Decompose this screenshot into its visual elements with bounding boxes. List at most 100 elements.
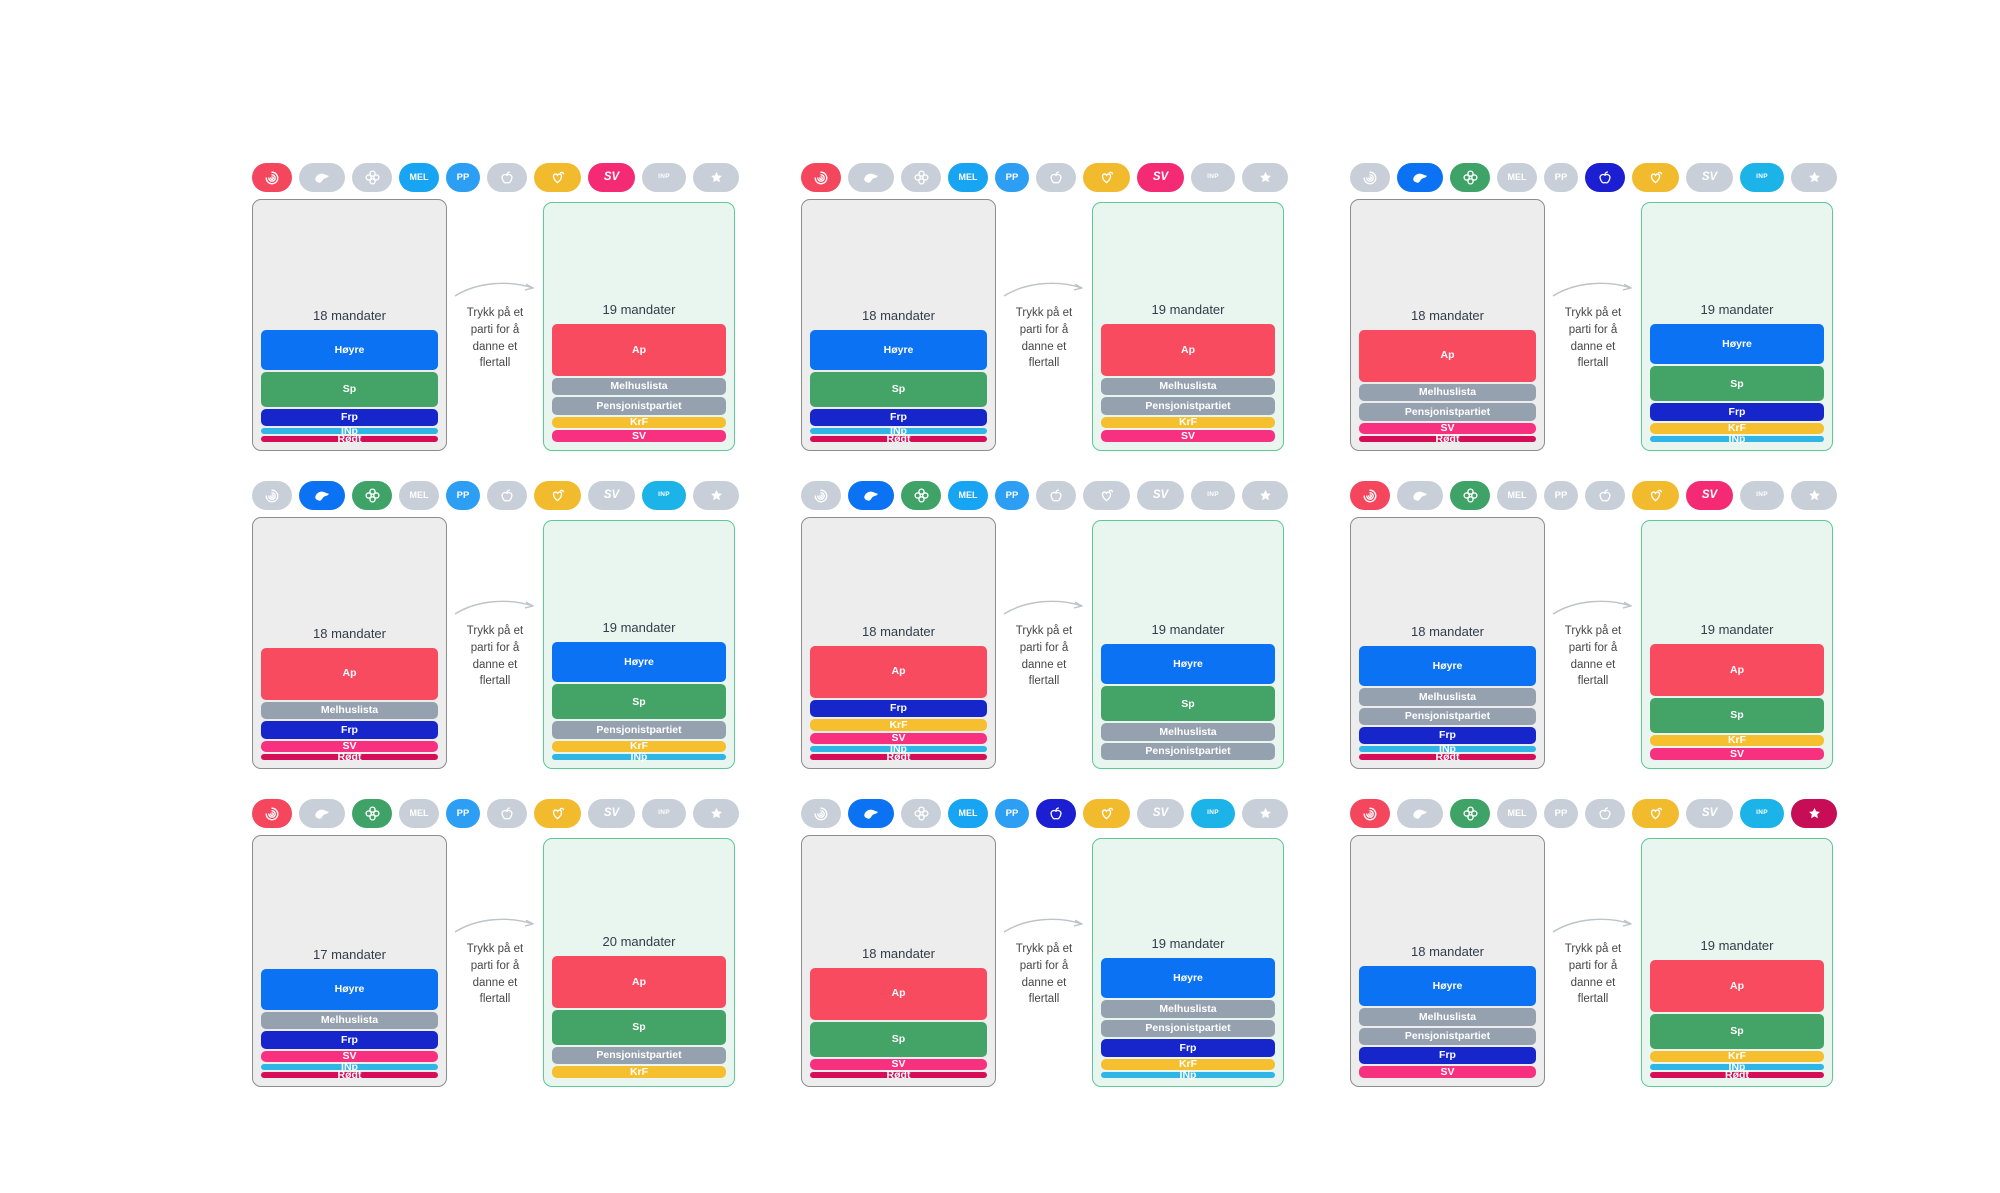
seat-bar-pp[interactable]: Pensjonistpartiet xyxy=(1101,1019,1275,1038)
seat-bar-mel[interactable]: Melhuslista xyxy=(261,1012,438,1030)
party-icon-mel[interactable]: MEL xyxy=(1497,481,1537,510)
party-icon-ap[interactable] xyxy=(252,481,292,510)
seat-bar-sv[interactable]: SV xyxy=(1650,748,1824,760)
seat-bar-hoyre[interactable]: Høyre xyxy=(1359,645,1536,687)
seat-bar-mel[interactable]: Melhuslista xyxy=(1359,1008,1536,1026)
seat-bar-sp[interactable]: Sp xyxy=(552,684,726,720)
party-icon-frp[interactable] xyxy=(1585,163,1625,192)
party-icon-sv[interactable]: SV xyxy=(1137,163,1184,192)
party-icon-rodt[interactable] xyxy=(1242,481,1288,510)
party-icon-frp[interactable] xyxy=(487,481,527,510)
seat-bar-frp[interactable]: Frp xyxy=(261,721,438,739)
party-icon-pp[interactable]: PP xyxy=(446,163,480,192)
party-icon-sp[interactable] xyxy=(901,481,941,510)
party-icon-mel[interactable]: MEL xyxy=(948,163,988,192)
party-icon-pp[interactable]: PP xyxy=(995,799,1029,828)
party-icon-mel[interactable]: MEL xyxy=(948,799,988,828)
seat-bar-rodt[interactable]: Rødt xyxy=(810,434,987,444)
seat-bar-hoyre[interactable]: Høyre xyxy=(810,329,987,371)
party-icon-frp[interactable] xyxy=(1585,799,1625,828)
seat-bar-rodt[interactable]: Rødt xyxy=(261,434,438,444)
party-icon-ap[interactable] xyxy=(1350,799,1390,828)
seat-bar-inp[interactable]: INp xyxy=(810,426,987,436)
party-icon-hoyre[interactable] xyxy=(1397,799,1443,828)
seat-bar-sv[interactable]: SV xyxy=(1101,430,1275,442)
party-icon-inp[interactable]: INP xyxy=(1740,481,1784,510)
seat-bar-krf[interactable]: KrF xyxy=(1101,416,1275,429)
party-icon-ap[interactable] xyxy=(252,799,292,828)
seat-bar-krf[interactable]: KrF xyxy=(1650,422,1824,435)
party-icon-krf[interactable] xyxy=(534,163,581,192)
seat-bar-krf[interactable]: KrF xyxy=(552,416,726,429)
party-icon-hoyre[interactable] xyxy=(299,163,345,192)
seat-bar-inp[interactable]: INp xyxy=(261,1062,438,1072)
party-icon-ap[interactable] xyxy=(801,163,841,192)
seat-bar-pp[interactable]: Pensjonistpartiet xyxy=(552,1047,726,1065)
seat-bar-sv[interactable]: SV xyxy=(552,430,726,442)
party-icon-pp[interactable]: PP xyxy=(1544,799,1578,828)
party-icon-frp[interactable] xyxy=(1585,481,1625,510)
seat-bar-ap[interactable]: Ap xyxy=(810,645,987,698)
seat-bar-rodt[interactable]: Rødt xyxy=(261,752,438,762)
seat-bar-frp[interactable]: Frp xyxy=(810,699,987,718)
seat-bar-inp[interactable]: INp xyxy=(1359,744,1536,754)
party-icon-hoyre[interactable] xyxy=(299,481,345,510)
seat-bar-sp[interactable]: Sp xyxy=(261,372,438,408)
seat-bar-frp[interactable]: Frp xyxy=(261,409,438,427)
seat-bar-ap[interactable]: Ap xyxy=(552,323,726,377)
seat-bar-mel[interactable]: Melhuslista xyxy=(1101,378,1275,396)
seat-bar-frp[interactable]: Frp xyxy=(810,409,987,427)
party-icon-sp[interactable] xyxy=(1450,799,1490,828)
seat-bar-mel[interactable]: Melhuslista xyxy=(1359,688,1536,706)
party-icon-inp[interactable]: INP xyxy=(642,481,686,510)
party-icon-sp[interactable] xyxy=(1450,481,1490,510)
party-icon-ap[interactable] xyxy=(1350,481,1390,510)
seat-bar-mel[interactable]: Melhuslista xyxy=(1101,723,1275,741)
party-icon-mel[interactable]: MEL xyxy=(948,481,988,510)
party-icon-rodt[interactable] xyxy=(693,481,739,510)
seat-bar-inp[interactable]: INp xyxy=(1650,434,1824,444)
party-icon-sv[interactable]: SV xyxy=(1137,799,1184,828)
party-icon-rodt[interactable] xyxy=(693,799,739,828)
party-icon-sv[interactable]: SV xyxy=(588,163,635,192)
party-icon-ap[interactable] xyxy=(801,799,841,828)
seat-bar-sv[interactable]: SV xyxy=(1359,1066,1536,1078)
party-icon-rodt[interactable] xyxy=(1791,481,1837,510)
seat-bar-frp[interactable]: Frp xyxy=(1359,727,1536,745)
seat-bar-sv[interactable]: SV xyxy=(261,740,438,753)
party-icon-pp[interactable]: PP xyxy=(1544,481,1578,510)
party-icon-hoyre[interactable] xyxy=(299,799,345,828)
seat-bar-rodt[interactable]: Rødt xyxy=(1650,1070,1824,1080)
seat-bar-sv[interactable]: SV xyxy=(810,1058,987,1071)
party-icon-sp[interactable] xyxy=(1450,163,1490,192)
party-icon-inp[interactable]: INP xyxy=(642,163,686,192)
seat-bar-frp[interactable]: Frp xyxy=(1650,403,1824,421)
party-icon-pp[interactable]: PP xyxy=(995,163,1029,192)
party-icon-sp[interactable] xyxy=(901,163,941,192)
party-icon-pp[interactable]: PP xyxy=(995,481,1029,510)
party-icon-hoyre[interactable] xyxy=(1397,481,1443,510)
seat-bar-hoyre[interactable]: Høyre xyxy=(1101,957,1275,999)
seat-bar-ap[interactable]: Ap xyxy=(1650,959,1824,1013)
seat-bar-sp[interactable]: Sp xyxy=(1101,686,1275,722)
seat-bar-hoyre[interactable]: Høyre xyxy=(1359,965,1536,1007)
seat-bar-pp[interactable]: Pensjonistpartiet xyxy=(552,721,726,739)
seat-bar-inp[interactable]: INp xyxy=(810,744,987,754)
party-icon-krf[interactable] xyxy=(1083,481,1130,510)
party-icon-hoyre[interactable] xyxy=(848,799,894,828)
party-icon-krf[interactable] xyxy=(1632,799,1679,828)
party-icon-frp[interactable] xyxy=(1036,799,1076,828)
seat-bar-ap[interactable]: Ap xyxy=(810,967,987,1020)
seat-bar-krf[interactable]: KrF xyxy=(810,719,987,731)
seat-bar-frp[interactable]: Frp xyxy=(1359,1047,1536,1065)
party-icon-inp[interactable]: INP xyxy=(1191,163,1235,192)
party-icon-frp[interactable] xyxy=(487,163,527,192)
seat-bar-ap[interactable]: Ap xyxy=(1101,323,1275,377)
party-icon-pp[interactable]: PP xyxy=(1544,163,1578,192)
seat-bar-sp[interactable]: Sp xyxy=(1650,698,1824,733)
seat-bar-pp[interactable]: Pensjonistpartiet xyxy=(1101,397,1275,415)
party-icon-mel[interactable]: MEL xyxy=(399,799,439,828)
party-icon-mel[interactable]: MEL xyxy=(399,163,439,192)
seat-bar-pp[interactable]: Pensjonistpartiet xyxy=(1359,403,1536,421)
party-icon-inp[interactable]: INP xyxy=(1191,799,1235,828)
